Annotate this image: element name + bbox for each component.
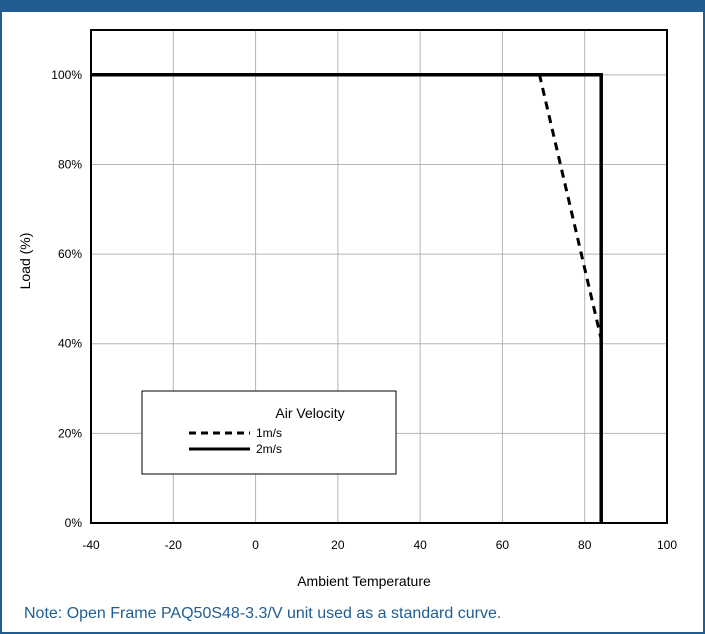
legend: Air Velocity 1m/s 2m/s — [142, 391, 396, 474]
x-tick-label: 60 — [496, 538, 510, 552]
y-tick-label: 100% — [51, 68, 82, 82]
footnote: Note: Open Frame PAQ50S48-3.3/V unit use… — [24, 605, 501, 623]
x-tick-label: 80 — [578, 538, 592, 552]
legend-label-1m-s: 1m/s — [256, 426, 282, 440]
x-tick-label: 20 — [331, 538, 345, 552]
y-tick-label: 40% — [58, 337, 82, 351]
x-tick-label: 40 — [413, 538, 427, 552]
y-tick-label: 60% — [58, 247, 82, 261]
x-tick-label: 100 — [657, 538, 677, 552]
x-axis-label: Ambient Temperature — [297, 573, 431, 589]
x-tick-label: 0 — [252, 538, 259, 552]
x-tick-label: -20 — [165, 538, 183, 552]
series-line-1m-s — [91, 75, 601, 339]
x-tick-label: -40 — [82, 538, 100, 552]
legend-title: Air Velocity — [275, 405, 344, 421]
derating-chart: -40 -20 0 20 40 60 80 100 0% 20% 40% 60% 80% 100% Amb… — [2, 2, 703, 602]
y-axis-label: Load (%) — [17, 233, 33, 290]
y-tick-label: 80% — [58, 157, 82, 171]
tick-labels: -40 -20 0 20 40 60 80 100 0% 20% 40% 60% 80% 100% — [51, 68, 677, 552]
y-tick-label: 20% — [58, 426, 82, 440]
legend-label-2m-s: 2m/s — [256, 442, 282, 456]
y-tick-label: 0% — [65, 516, 83, 530]
